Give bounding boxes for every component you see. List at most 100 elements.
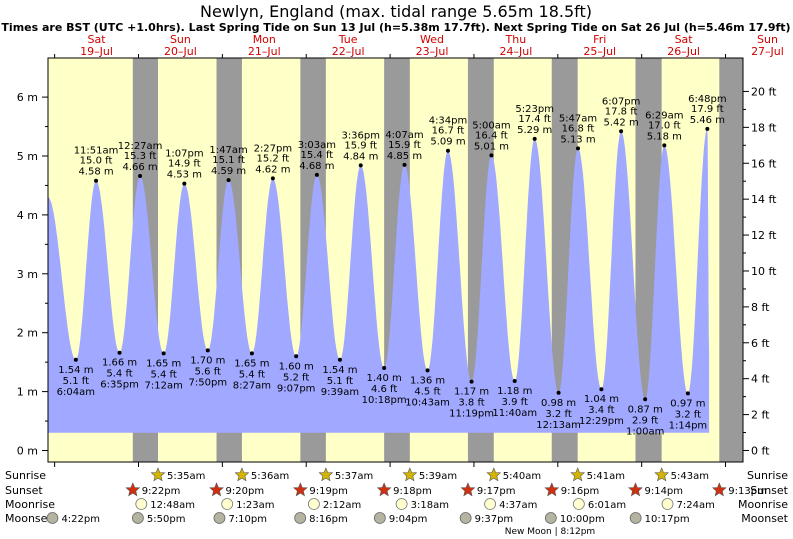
sunset-row-label: Sunset [5,484,43,497]
high-tide-point [402,162,407,167]
low-tide-point [294,354,299,359]
low-tide-point [685,391,690,396]
low-tide-point [643,397,648,402]
moonset-icon [294,512,307,524]
high-tide-metres: 5.46 m [690,115,725,126]
low-tide-point [382,366,387,371]
high-tide-point [358,163,363,168]
low-tide-time: 8:27am [233,380,271,391]
high-tide-point [576,146,581,151]
right-axis-tick-label: 2 ft [751,409,770,422]
high-tide-metres: 4.85 m [387,151,422,162]
plot-frame [47,57,744,463]
high-tide-feet: 17.4 ft [518,114,551,125]
high-tide-metres: 4.53 m [167,170,202,181]
moonrise-icon [484,498,496,510]
moonrise-icon [572,498,585,510]
low-tide-metres: 1.60 m [279,361,314,372]
moon-phase-note: New Moon | 8:12pm [505,527,595,537]
moonrise-icon [395,498,408,510]
high-tide-metres: 5.42 m [604,117,639,128]
day-name-label: Mon [253,33,276,46]
tide-curve [48,128,710,433]
moonset-time: 10:00pm [560,514,605,525]
low-tide-metres: 1.65 m [234,358,269,369]
high-tide-time: 12:27am [118,141,163,152]
right-axis-tick-label: 12 ft [751,229,777,242]
moonrise-icon [308,498,320,510]
low-tide-time: 9:39am [321,387,359,398]
right-axis-tick-label: 4 ft [751,373,770,386]
sunrise-icon [486,467,502,482]
sunset-icon [460,482,476,497]
moonrise-time: 4:37am [499,500,537,511]
high-tide-feet: 15.3 ft [124,151,157,162]
low-tide-metres: 0.87 m [628,404,663,415]
high-tide-point [532,136,537,141]
low-tide-time: 10:18pm [362,395,407,406]
moonset-icon [459,512,472,524]
sunset-icon [544,482,560,497]
high-tide-feet: 16.8 ft [562,123,595,134]
low-tide-feet: 5.6 ft [195,366,221,377]
moonrise-time: 12:48am [150,500,195,511]
day-date-label: 22–Jul [332,45,365,58]
high-tide-metres: 4.59 m [211,166,246,177]
sunrise-icon [150,467,166,482]
sunrise-time: 5:35am [167,471,205,482]
moonset-time: 8:16pm [309,514,348,525]
left-axis-tick-label: 3 m [17,268,38,281]
high-tide-feet: 15.2 ft [256,153,289,164]
high-tide-metres: 4.62 m [255,164,290,175]
sunrise-icon [654,467,670,482]
left-axis-tick-label: 4 m [17,209,38,222]
plot-area [48,58,743,462]
sunset-icon [376,482,392,497]
high-tide-point [705,126,710,131]
moonset-icon [373,512,386,524]
low-tide-time: 1:14pm [669,420,708,431]
moonrise-time: 1:23am [236,500,274,511]
high-tide-point [94,178,99,183]
right-axis-tick-label: 18 ft [751,121,777,134]
high-tide-time: 5:47am [559,113,597,124]
sunset-icon [209,482,224,497]
day-date-label: 27–Jul [751,45,784,58]
moonrise-row-label-right: Moonrise [738,498,788,511]
sunset-time: 9:22pm [142,486,181,497]
low-tide-feet: 5.1 ft [327,376,353,387]
sunset-time: 9:14pm [644,486,683,497]
low-tide-point [599,387,604,392]
sunrise-icon [234,467,250,482]
low-tide-point [73,357,78,362]
low-tide-time: 11:19pm [449,409,494,420]
moonrise-row-label: Moonrise [5,498,55,511]
sunset-row-label-right: Sunset [750,484,788,497]
high-tide-point [662,143,667,148]
left-axis-tick-label: 0 m [17,445,38,458]
low-tide-time: 11:40am [492,408,537,419]
high-tide-time: 2:27pm [254,143,293,154]
high-tide-time: 1:47am [209,145,247,156]
day-name-label: Fri [593,33,606,46]
low-tide-point [249,351,254,356]
low-tide-metres: 1.17 m [454,387,489,398]
high-tide-feet: 17.0 ft [648,120,681,131]
low-tide-feet: 3.9 ft [502,397,528,408]
sun-moon-rows: Sunrise Sunset Moonrise Moonset Sunrise … [5,467,789,537]
sunset-icon [125,482,141,497]
day-name-label: Sat [675,33,694,46]
low-tide-feet: 5.2 ft [283,372,309,383]
low-tide-feet: 2.9 ft [632,415,658,426]
low-tide-metres: 1.36 m [410,375,445,386]
high-tide-metres: 4.84 m [343,151,378,162]
high-tide-metres: 5.29 m [517,125,552,136]
high-tide-metres: 5.13 m [560,134,595,145]
high-tide-point [445,148,450,153]
day-date-label: 19–Jul [80,45,113,58]
left-axis-tick-label: 6 m [17,91,38,104]
low-tide-metres: 0.97 m [670,398,705,409]
low-tide-feet: 3.2 ft [545,409,571,420]
right-axis-tick-label: 8 ft [751,301,770,314]
day-date-label: 21–Jul [248,45,281,58]
